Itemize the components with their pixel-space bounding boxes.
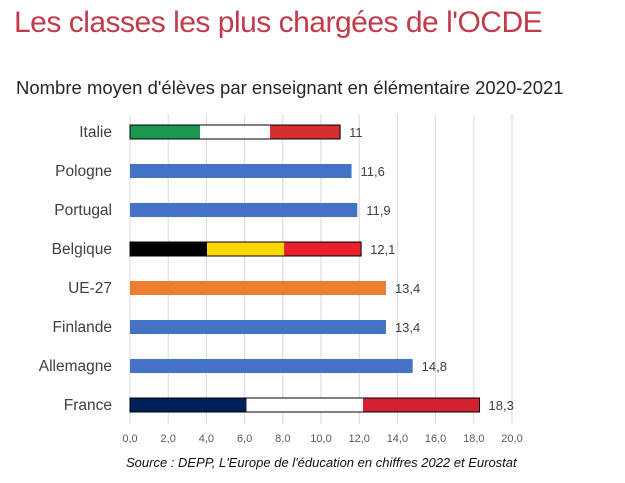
bar-segment <box>130 242 208 256</box>
bar-segment <box>207 242 285 256</box>
data-label: 11 <box>349 125 363 140</box>
x-tick-label: 12,0 <box>348 433 369 445</box>
category-label: Portugal <box>54 202 112 219</box>
data-label: 13,4 <box>395 320 420 335</box>
data-label: 12,1 <box>370 242 395 257</box>
x-tick-label: 10,0 <box>310 433 331 445</box>
category-label: UE-27 <box>68 280 112 297</box>
category-label: Belgique <box>52 241 112 258</box>
data-label: 18,3 <box>489 398 514 413</box>
bar-segment <box>200 125 271 139</box>
bar-outline <box>129 397 481 413</box>
bar-segment <box>130 398 247 412</box>
category-label: Finlande <box>53 319 112 336</box>
bar-segment <box>130 359 413 373</box>
bar-segment <box>130 320 386 334</box>
bar-segment <box>130 125 201 139</box>
source-note: Source : DEPP, L'Europe de l'éducation e… <box>126 455 517 470</box>
category-label: Pologne <box>55 163 112 180</box>
bar-segment <box>130 281 386 295</box>
data-label: 11,6 <box>361 164 385 179</box>
category-label: Italie <box>79 124 112 141</box>
data-label: 11,9 <box>366 203 390 218</box>
category-label: France <box>64 397 112 414</box>
x-tick-label: 4,0 <box>199 433 214 445</box>
bar-segment <box>363 398 480 412</box>
x-tick-label: 6,0 <box>237 433 252 445</box>
data-label: 13,4 <box>395 281 420 296</box>
x-tick-label: 20,0 <box>501 433 522 445</box>
x-tick-label: 16,0 <box>425 433 446 445</box>
category-label: Allemagne <box>39 358 112 375</box>
bar-segment <box>270 125 341 139</box>
x-tick-label: 18,0 <box>463 433 484 445</box>
bar-segment <box>130 164 352 178</box>
x-tick-label: 2,0 <box>161 433 176 445</box>
x-tick-label: 8,0 <box>275 433 290 445</box>
x-tick-label: 0,0 <box>122 433 137 445</box>
bar-segment <box>284 242 362 256</box>
bar-outline <box>129 241 362 257</box>
bar-outline <box>129 124 341 140</box>
bar-segment <box>130 203 358 217</box>
chart-subtitle: Nombre moyen d'élèves par enseignant en … <box>16 77 564 98</box>
data-label: 14,8 <box>422 359 447 374</box>
bar-segment <box>246 398 364 412</box>
x-tick-label: 14,0 <box>387 433 408 445</box>
chart-title: Les classes les plus chargées de l'OCDE <box>14 6 543 39</box>
